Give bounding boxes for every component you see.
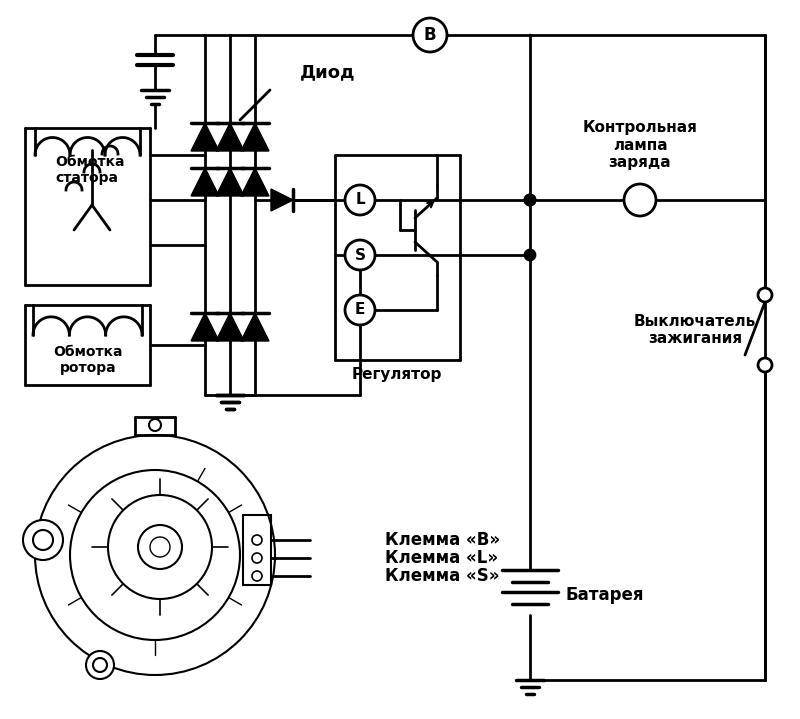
Circle shape xyxy=(86,651,114,679)
Circle shape xyxy=(252,535,262,545)
Circle shape xyxy=(252,553,262,563)
Circle shape xyxy=(345,185,375,215)
Text: E: E xyxy=(355,303,365,318)
Circle shape xyxy=(758,288,772,302)
Circle shape xyxy=(624,184,656,216)
Circle shape xyxy=(525,195,535,205)
Circle shape xyxy=(33,530,53,550)
Circle shape xyxy=(413,18,447,52)
Circle shape xyxy=(252,571,262,581)
Polygon shape xyxy=(241,168,269,196)
Text: Обмотка
ротора: Обмотка ротора xyxy=(54,345,122,375)
Polygon shape xyxy=(191,313,219,341)
Text: B: B xyxy=(424,26,436,44)
Bar xyxy=(243,515,271,585)
Text: Контрольная
лампа
заряда: Контрольная лампа заряда xyxy=(582,120,698,170)
Polygon shape xyxy=(216,168,244,196)
Polygon shape xyxy=(241,313,269,341)
Polygon shape xyxy=(271,189,293,211)
Text: Клемма «S»: Клемма «S» xyxy=(385,567,499,585)
Polygon shape xyxy=(191,168,219,196)
Circle shape xyxy=(758,358,772,372)
Polygon shape xyxy=(216,313,244,341)
Circle shape xyxy=(525,195,535,205)
Text: Регулятор: Регулятор xyxy=(352,367,442,383)
Circle shape xyxy=(23,520,63,560)
Text: Обмотка
статора: Обмотка статора xyxy=(55,155,125,185)
Circle shape xyxy=(525,250,535,260)
Polygon shape xyxy=(216,123,244,151)
Circle shape xyxy=(93,658,107,672)
Text: S: S xyxy=(354,247,366,262)
Text: Батарея: Батарея xyxy=(566,586,644,604)
Text: Диод: Диод xyxy=(300,63,355,81)
Polygon shape xyxy=(241,123,269,151)
Polygon shape xyxy=(191,123,219,151)
Circle shape xyxy=(345,240,375,270)
Circle shape xyxy=(149,419,161,431)
Text: Клемма «B»: Клемма «B» xyxy=(385,531,500,549)
Text: Клемма «L»: Клемма «L» xyxy=(385,549,498,567)
Circle shape xyxy=(345,295,375,325)
Text: L: L xyxy=(355,193,365,208)
Text: Выключатель
зажигания: Выключатель зажигания xyxy=(634,313,756,347)
